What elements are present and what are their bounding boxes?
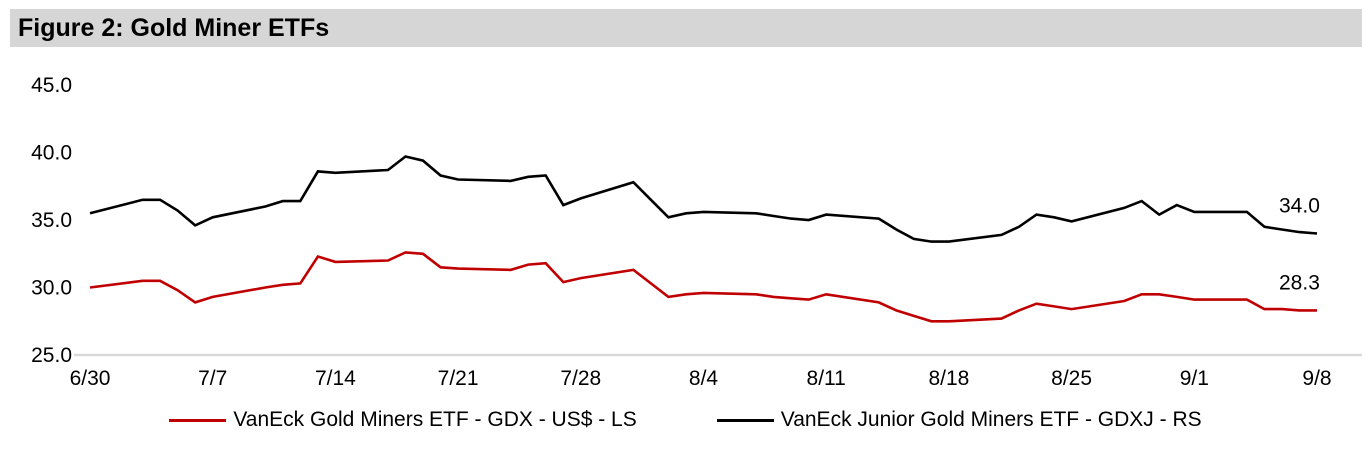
- x-tick-label: 7/28: [560, 367, 601, 390]
- gdx-end-value-label: 28.3: [1279, 271, 1320, 294]
- gdx-line-swatch: [169, 418, 227, 422]
- x-tick-label: 6/30: [70, 367, 111, 390]
- y-tick-label: 35.0: [31, 209, 72, 232]
- y-tick-label: 30.0: [31, 277, 72, 300]
- gdxj-end-value-label: 34.0: [1279, 195, 1320, 218]
- figure-title-bar: Figure 2: Gold Miner ETFs: [10, 9, 1362, 47]
- x-tick-label: 9/8: [1302, 367, 1331, 390]
- legend-item-gdx: VanEck Gold Miners ETF - GDX - US$ - LS: [169, 408, 637, 432]
- gdxj-line-swatch: [716, 418, 774, 422]
- gdxj-price-line: [89, 155, 1318, 243]
- x-tick-label: 7/7: [198, 367, 227, 390]
- figure-title: Figure 2: Gold Miner ETFs: [18, 13, 330, 42]
- gdxj-legend-label: VanEck Junior Gold Miners ETF - GDXJ - R…: [780, 408, 1202, 431]
- x-tick-label: 8/11: [807, 367, 846, 390]
- x-tick-label: 8/4: [689, 367, 719, 390]
- y-tick-label: 40.0: [31, 142, 72, 165]
- gdx-legend-label: VanEck Gold Miners ETF - GDX - US$ - LS: [233, 408, 637, 431]
- gold-miner-etf-line-chart: 45.0 40.0 35.0 30.0 25.06/30 7/7 7/14 7/21 7/28 8…: [31, 74, 1362, 390]
- chart-legend: VanEck Gold Miners ETF - GDX - US$ - LS …: [0, 408, 1371, 432]
- x-tick-label: 7/21: [438, 367, 479, 390]
- y-tick-label: 45.0: [31, 74, 72, 97]
- x-tick-label: 7/14: [315, 367, 356, 390]
- x-tick-label: 9/1: [1180, 367, 1209, 390]
- x-tick-label: 8/18: [928, 367, 969, 390]
- legend-item-gdxj: VanEck Junior Gold Miners ETF - GDXJ - R…: [716, 408, 1202, 432]
- gdx-price-line: [89, 251, 1317, 323]
- y-tick-label: 25.0: [31, 344, 72, 367]
- x-tick-label: 8/25: [1051, 367, 1092, 390]
